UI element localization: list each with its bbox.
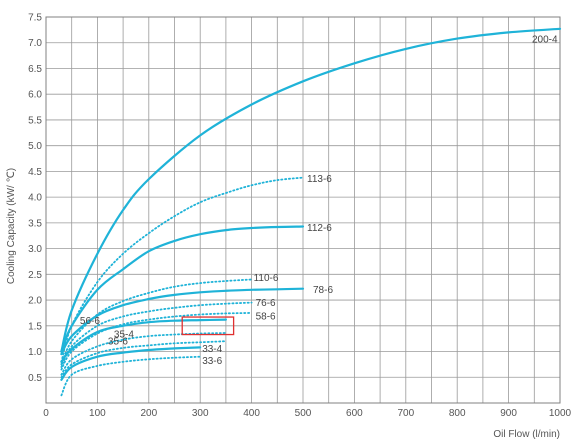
y-tick-label: 5.5 [28,115,42,126]
y-tick-label: 3.5 [28,218,42,229]
y-tick-label: 2.5 [28,270,42,281]
curve-label-113-6: 113-6 [307,174,332,185]
curves [60,27,562,397]
curve-label-56-6: 56-6 [80,316,100,327]
curve-35-4 [60,332,227,376]
y-tick-label: 4.5 [28,167,42,178]
curve-label-33-6: 33-6 [202,356,222,367]
curve-label-76-6: 76-6 [256,298,276,309]
curve-33-6 [60,355,202,397]
y-tick-label: 1.0 [28,347,42,358]
curve-label-110-6: 110-6 [254,273,279,284]
curve-label-33-4: 33-4 [202,344,222,355]
x-tick-label: 200 [140,408,157,419]
x-tick-label: 300 [192,408,209,419]
curve-label-58-6: 58-6 [256,311,276,322]
y-tick-label: 1.5 [28,321,42,332]
curve-label-200-4: 200-4 [532,34,558,45]
highlight-layer [181,316,235,336]
x-tick-label: 700 [397,408,414,419]
y-tick-label: 2.0 [28,296,42,307]
x-tick-label: 400 [243,408,260,419]
curve-112-6 [60,225,305,353]
curve-78-6 [60,287,305,356]
x-tick-label: 1000 [549,408,572,419]
y-tick-label: 0.5 [28,373,42,384]
curve-58-6 [60,312,253,371]
curve-113-6 [60,176,304,363]
plot-frame [45,16,561,404]
x-tick-label: 100 [89,408,106,419]
curve-35-6 [60,340,227,379]
grid [45,16,561,403]
tick-labels: 0 100 200 300 400 500 600 700 800 900 1000 0.5 1.0 1.… [28,13,571,420]
y-tick-label: 7.0 [28,38,42,49]
curve-200-4 [60,27,562,353]
x-tick-label: 900 [500,408,517,419]
y-tick-label: 4.0 [28,193,42,204]
curve-76-6 [60,301,253,368]
curve-110-6 [60,278,253,366]
y-tick-label: 5.0 [28,141,42,152]
highlight-box [181,316,235,336]
x-tick-label: 0 [43,408,49,419]
y-tick-label: 3.0 [28,244,42,255]
x-axis-title: Oil Flow (l/min) [493,429,560,440]
curve-label-35-6: 35-6 [108,337,128,348]
x-tick-label: 600 [346,408,363,419]
y-tick-label: 6.5 [28,64,42,75]
y-axis-title: Cooling Capacity (kW/ ℃) [6,168,17,284]
curve-label-78-6: 78-6 [313,285,333,296]
plot-border [45,16,561,404]
y-tick-label: 6.0 [28,90,42,101]
x-tick-label: 500 [295,408,312,419]
curve-label-35-4: 35-4 [114,330,134,341]
curve-33-4 [60,346,202,381]
curve-labels: 200-4 113-6 112-6 110-6 78-6 76-6 58-6 56-6 35-4… [80,34,558,367]
y-tick-label: 7.5 [28,13,42,24]
curve-56-6 [60,318,227,363]
curve-label-112-6: 112-6 [307,223,332,234]
x-tick-label: 800 [449,408,466,419]
